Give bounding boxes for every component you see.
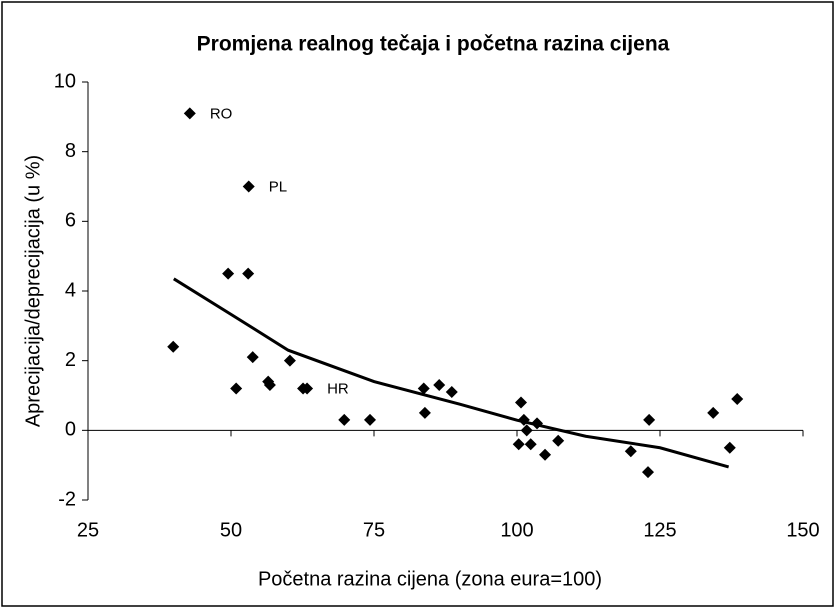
y-axis-label: Aprecijacija/deprecijacija (u %): [22, 155, 44, 427]
x-tick-label: 25: [77, 519, 99, 541]
point-label: PL: [269, 178, 287, 195]
point: [520, 424, 533, 437]
x-tick-label: 75: [363, 519, 385, 541]
x-tick-label: 50: [220, 519, 242, 541]
y-tick-label: -2: [58, 488, 76, 510]
point: [418, 406, 431, 419]
trendline: [173, 277, 730, 469]
chart-title: Promjena realnog tečaja i početna razina…: [197, 33, 670, 56]
x-axis-label: Početna razina cijena (zona eura=100): [258, 568, 602, 590]
point: [731, 392, 744, 405]
point: [512, 438, 525, 451]
point: [417, 382, 430, 395]
point: [242, 180, 255, 193]
point: [723, 441, 736, 454]
point: [524, 438, 537, 451]
point-label: RO: [210, 105, 233, 122]
point: [445, 386, 458, 399]
point: [183, 107, 196, 120]
point: [552, 434, 565, 447]
point: [246, 351, 259, 364]
point: [643, 413, 656, 426]
point: [230, 382, 243, 395]
point: [167, 340, 180, 353]
y-tick-label: 6: [65, 210, 76, 232]
point: [515, 396, 528, 409]
point: [624, 445, 637, 458]
point: [539, 448, 552, 461]
x-tick-label: 100: [500, 519, 533, 541]
x-tick-label: 150: [786, 519, 819, 541]
x-tick-label: 125: [643, 519, 676, 541]
point: [242, 267, 255, 280]
y-tick-label: 10: [54, 70, 76, 92]
y-tick-label: 8: [65, 140, 76, 162]
point-label: HR: [327, 381, 349, 398]
y-tick-label: 2: [65, 349, 76, 371]
point: [301, 382, 314, 395]
point: [363, 413, 376, 426]
point: [641, 466, 654, 479]
point: [222, 267, 235, 280]
point: [707, 406, 720, 419]
y-tick-label: 4: [65, 279, 76, 301]
point: [263, 379, 276, 392]
point: [283, 354, 296, 367]
point: [338, 413, 351, 426]
point: [433, 379, 446, 392]
y-tick-label: 0: [65, 419, 76, 441]
